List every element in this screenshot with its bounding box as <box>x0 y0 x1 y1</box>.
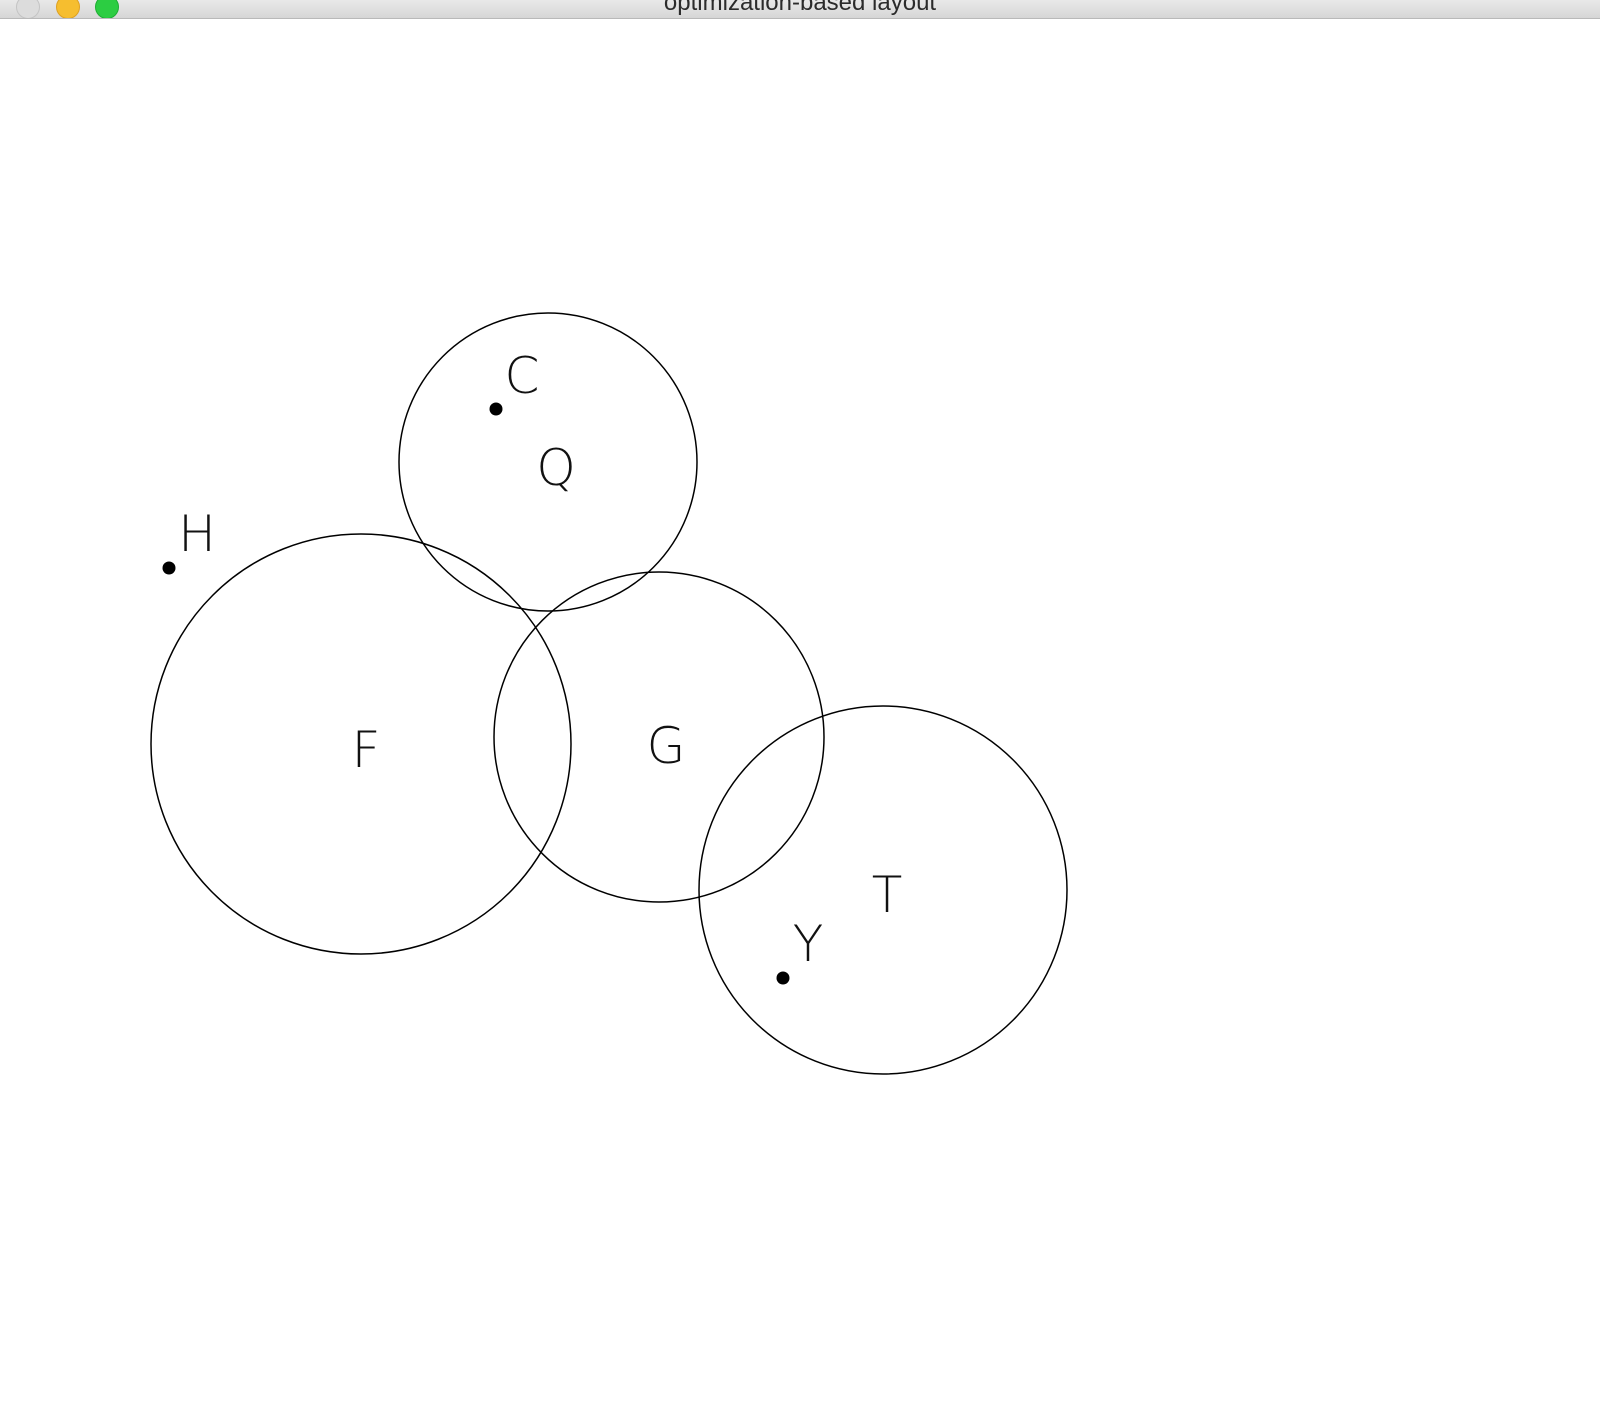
minimize-window-button[interactable] <box>56 0 80 18</box>
circle-t <box>698 705 1068 1075</box>
zoom-window-button[interactable] <box>95 0 119 18</box>
point-y <box>776 971 790 985</box>
close-window-button[interactable] <box>16 0 40 18</box>
circle-g <box>493 571 825 903</box>
circle-label-t: T <box>872 866 903 924</box>
circle-label-q: Q <box>536 439 575 497</box>
circle-q <box>398 312 698 612</box>
window-title: optimization-based layout <box>663 0 937 16</box>
window-titlebar: optimization-based layout <box>0 0 1600 19</box>
point-label-c: C <box>505 347 540 405</box>
point-h <box>162 561 176 575</box>
circle-label-f: F <box>352 721 381 779</box>
circle-label-g: G <box>647 717 686 775</box>
layout-canvas: Q F G T C H Y <box>0 19 1600 1419</box>
circle-f <box>150 533 572 955</box>
point-c <box>489 402 503 416</box>
point-label-h: H <box>178 505 216 563</box>
point-label-y: Y <box>793 915 824 973</box>
